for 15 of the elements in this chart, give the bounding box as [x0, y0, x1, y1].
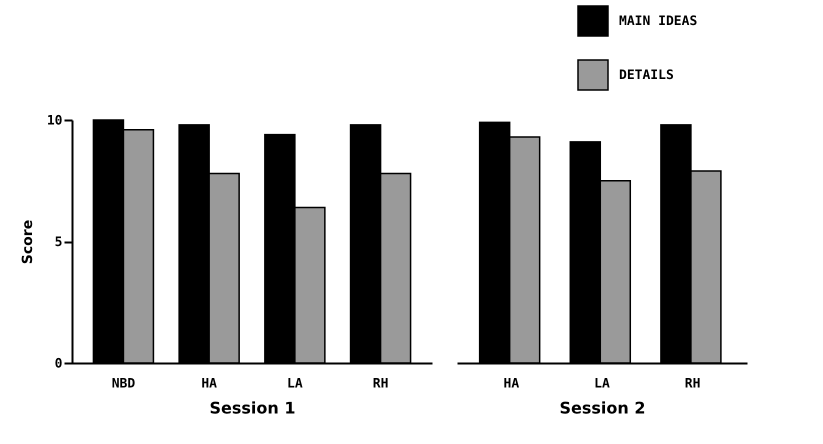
x-tick-label: LA [287, 376, 303, 392]
y-tick-label: 10 [46, 114, 63, 128]
x-tick-label: HA [201, 376, 218, 392]
y-tick-label: 0 [54, 356, 63, 372]
x-axis-title: Session 1 [210, 398, 296, 418]
x-tick-label: LA [594, 376, 610, 392]
x-tick-label: HA [504, 376, 520, 392]
x-tick-label: RH [684, 376, 700, 392]
y-axis-title: Score [20, 220, 36, 264]
x-tick-label: NBD [112, 376, 136, 392]
x-tick-label: RH [372, 376, 388, 392]
x-axis-title: Session 2 [560, 398, 646, 418]
y-tick-label: 5 [54, 235, 62, 250]
legend-label: MAIN IDEAS [619, 14, 698, 29]
legend-label: DETAILS [619, 68, 674, 83]
